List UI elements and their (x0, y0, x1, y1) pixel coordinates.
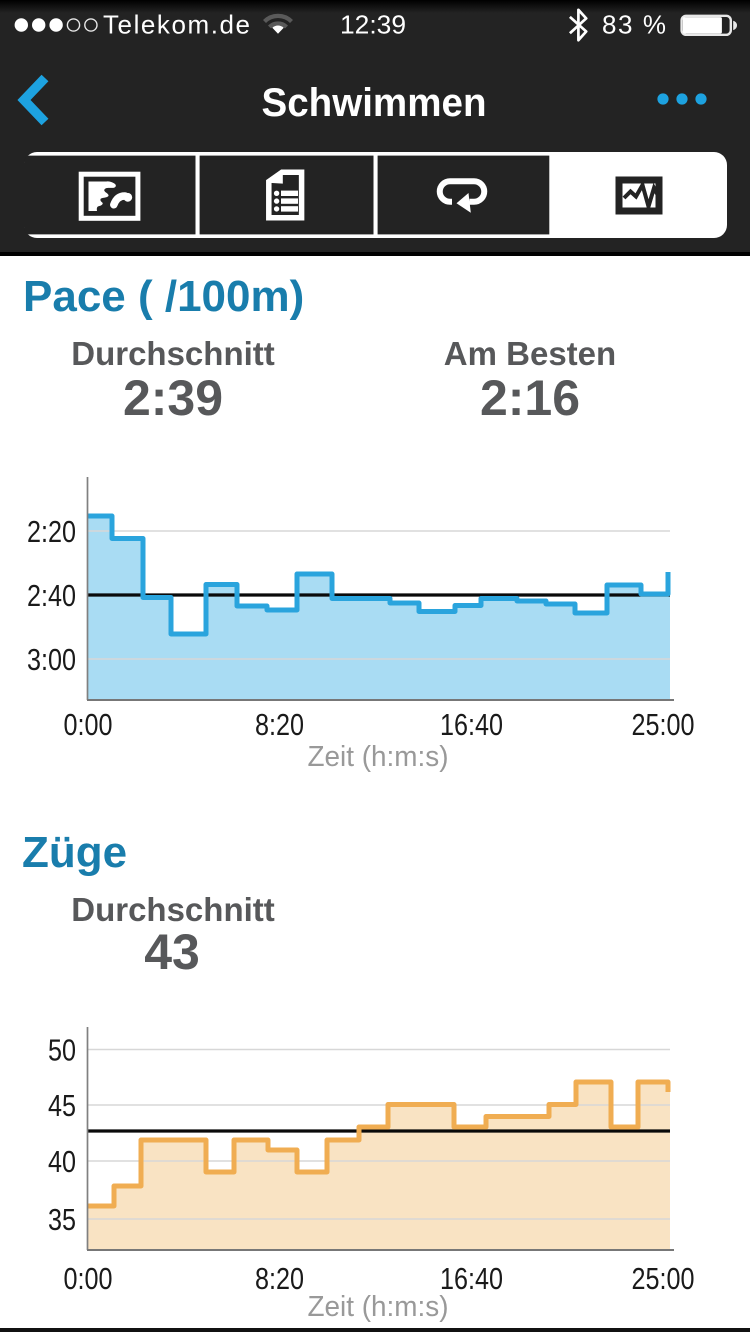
svg-text:25:00: 25:00 (632, 707, 695, 742)
svg-text:45: 45 (48, 1088, 76, 1123)
svg-text:Telekom.de: Telekom.de (103, 10, 250, 40)
svg-text:12:39: 12:39 (340, 10, 406, 40)
svg-text:50: 50 (48, 1033, 76, 1068)
svg-text:16:40: 16:40 (440, 707, 503, 742)
svg-text:0:00: 0:00 (64, 707, 113, 742)
svg-text:Zeit (h:m:s): Zeit (h:m:s) (308, 1291, 449, 1323)
svg-text:3:00: 3:00 (27, 642, 76, 677)
svg-text:8:20: 8:20 (255, 707, 304, 742)
svg-text:25:00: 25:00 (632, 1261, 695, 1296)
svg-text:16:40: 16:40 (440, 1261, 503, 1296)
svg-text:2:20: 2:20 (27, 514, 76, 549)
svg-text:83 %: 83 % (602, 10, 666, 40)
svg-text:0:00: 0:00 (64, 1261, 113, 1296)
svg-text:35: 35 (48, 1202, 76, 1237)
svg-text:Zeit (h:m:s): Zeit (h:m:s) (308, 741, 449, 773)
svg-text:Schwimmen: Schwimmen (262, 81, 487, 125)
svg-text:8:20: 8:20 (255, 1261, 304, 1296)
svg-text:40: 40 (48, 1144, 76, 1179)
svg-text:2:40: 2:40 (27, 578, 76, 613)
